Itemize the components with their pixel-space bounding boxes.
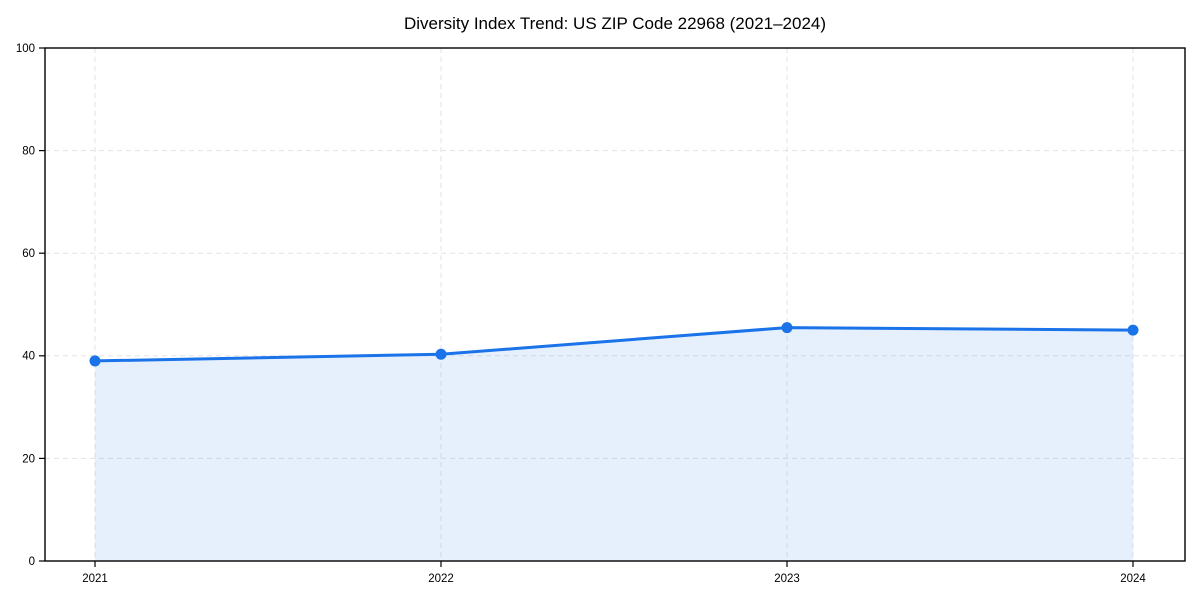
area-fill	[95, 327, 1133, 561]
data-point-marker	[435, 348, 447, 360]
trend-line	[93, 326, 1135, 363]
data-point-marker	[89, 355, 101, 367]
y-tick-label: 100	[16, 43, 35, 55]
gridlines-layer	[45, 48, 1185, 561]
x-tick-label: 2023	[774, 573, 800, 585]
series-layer	[89, 322, 1139, 561]
x-tick-label: 2021	[82, 573, 108, 585]
y-tick-label: 60	[22, 248, 35, 260]
plot-frame	[44, 47, 1186, 562]
y-tick-label: 40	[22, 351, 35, 363]
axes-layer: 0 20 40 60 80 100 2021 2022 2023 2024	[16, 43, 1186, 585]
chart-title: Diversity Index Trend: US ZIP Code 22968…	[404, 14, 826, 33]
y-tick-label: 20	[22, 453, 35, 465]
y-tick-label: 0	[29, 556, 35, 568]
data-point-marker	[1127, 324, 1139, 336]
data-point-marker	[781, 322, 793, 334]
x-tick-label: 2024	[1120, 573, 1146, 585]
x-tick-label: 2022	[428, 573, 454, 585]
y-tick-label: 80	[22, 146, 35, 158]
